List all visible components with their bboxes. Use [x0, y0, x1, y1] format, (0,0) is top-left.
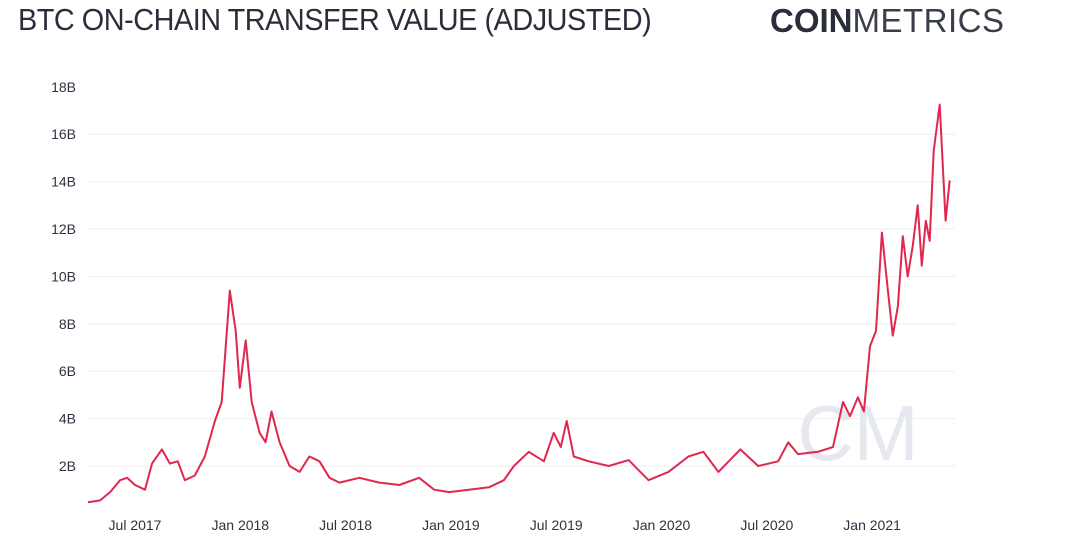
y-tick-label: 4B — [59, 411, 76, 427]
logo-bold: COIN — [770, 2, 853, 39]
y-tick-label: 10B — [51, 268, 76, 284]
y-tick-label: 14B — [51, 174, 76, 190]
x-tick-label: Jan 2021 — [843, 517, 901, 533]
x-tick-label: Jul 2019 — [530, 517, 583, 533]
gridlines — [88, 133, 955, 467]
x-tick-label: Jul 2020 — [740, 517, 793, 533]
x-axis-ticks: Jul 2017 Jan 2018 Jul 2018 Jan 2019 Jul 2019… — [109, 517, 902, 533]
logo-light: METRICS — [852, 2, 1005, 39]
x-tick-label: Jan 2018 — [211, 517, 269, 533]
x-tick-label: Jan 2019 — [422, 517, 480, 533]
y-axis-ticks: 2B 4B 6B 8B 10B 12B 14B 16B 18B — [51, 79, 76, 474]
x-tick-label: Jul 2018 — [319, 517, 372, 533]
chart-title: BTC ON-CHAIN TRANSFER VALUE (ADJUSTED) — [18, 2, 652, 37]
y-tick-label: 2B — [59, 458, 76, 474]
y-tick-label: 8B — [59, 316, 76, 332]
y-tick-label: 12B — [51, 221, 76, 237]
series-line — [87, 103, 951, 504]
x-tick-label: Jul 2017 — [109, 517, 162, 533]
watermark: CM — [797, 389, 918, 477]
x-tick-label: Jan 2020 — [633, 517, 691, 533]
y-tick-label: 18B — [51, 79, 76, 95]
y-tick-label: 6B — [59, 363, 76, 379]
coinmetrics-logo: COINMETRICS — [770, 2, 1005, 40]
y-tick-label: 16B — [51, 126, 76, 142]
